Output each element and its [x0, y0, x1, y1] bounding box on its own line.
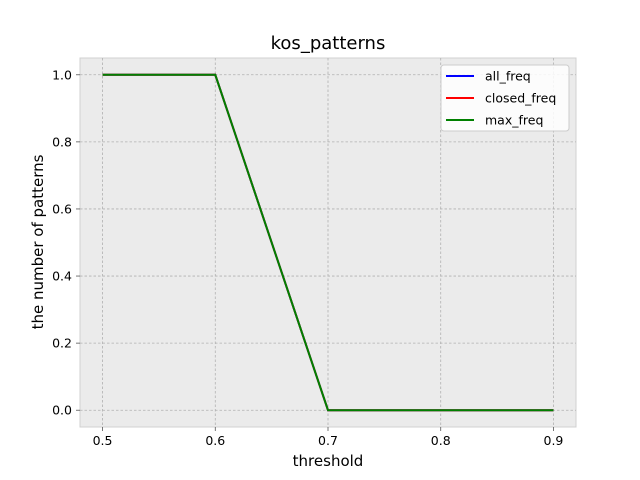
- legend-label: closed_freq: [485, 91, 556, 106]
- x-axis-label: threshold: [293, 452, 364, 470]
- x-tick-label: 0.8: [431, 433, 451, 448]
- x-tick-label: 0.6: [205, 433, 225, 448]
- y-tick-label: 0.6: [52, 201, 72, 216]
- y-tick-label: 0.8: [52, 134, 72, 149]
- legend: all_freq closed_freq max_freq: [440, 64, 570, 132]
- legend-label: all_freq: [485, 69, 531, 84]
- y-axis-label: the number of patterns: [29, 154, 47, 329]
- x-ticks: 0.5 0.6 0.7 0.8 0.9: [93, 427, 564, 448]
- x-tick-label: 0.9: [544, 433, 564, 448]
- chart-title: kos_patterns: [271, 33, 386, 54]
- y-ticks: 0.0 0.2 0.4 0.6 0.8 1.0: [52, 67, 80, 418]
- x-tick-label: 0.7: [318, 433, 338, 448]
- y-tick-label: 0.4: [52, 269, 72, 284]
- legend-box: [440, 64, 570, 132]
- series-layer: [102, 73, 554, 412]
- legend-label: max_freq: [485, 113, 543, 128]
- y-tick-label: 1.0: [52, 67, 72, 82]
- series-line-max-freq: [102, 73, 554, 412]
- y-tick-label: 0.2: [52, 336, 72, 351]
- x-tick-label: 0.5: [93, 433, 113, 448]
- y-tick-label: 0.0: [52, 403, 72, 418]
